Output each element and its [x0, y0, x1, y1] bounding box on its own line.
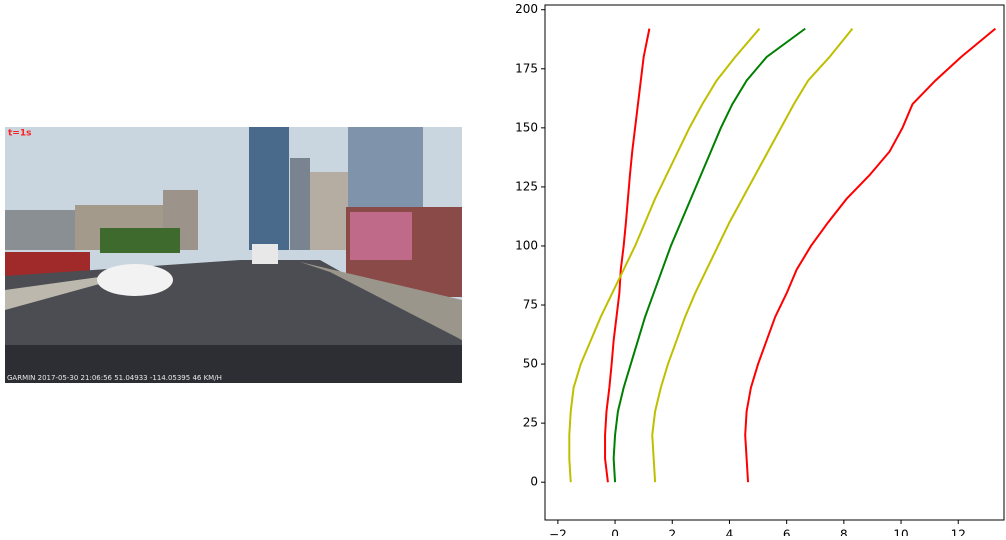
- car: [97, 264, 173, 296]
- x-tick-label: 4: [726, 528, 734, 537]
- series-line: [651, 27, 854, 483]
- plot-frame: [544, 4, 1005, 521]
- line-chart: −2 0 2 4 6 8 10 12 0 25 50 75 100 125 150 175 200: [515, 2, 1005, 540]
- y-tick-label: 25: [523, 416, 538, 430]
- x-tick-label: 8: [840, 528, 848, 537]
- y-tick-label: 150: [515, 120, 538, 134]
- dashboard: [5, 345, 462, 383]
- barrier: [300, 262, 462, 340]
- y-tick-label: 100: [515, 238, 538, 252]
- building: [5, 210, 75, 250]
- x-tick-label: 0: [611, 528, 619, 537]
- tower: [249, 127, 289, 250]
- y-tick-label: 125: [515, 179, 538, 193]
- building: [290, 158, 310, 250]
- series-line: [568, 27, 761, 483]
- dashcam-overlay: GARMIN 2017-05-30 21:06:56 51.04933 -114…: [7, 374, 222, 382]
- x-tick-label: 10: [893, 528, 908, 537]
- y-tick-label: 175: [515, 61, 538, 75]
- series-line: [604, 28, 651, 483]
- x-tick-label: −2: [549, 528, 567, 537]
- dashcam-image: t=1s GARMIN 2017-05-30 21:06:56 51.04933…: [5, 127, 462, 383]
- truck: [252, 244, 278, 264]
- y-tick-label: 200: [515, 2, 538, 16]
- x-tick-label: 2: [668, 528, 676, 537]
- x-tick-label: 12: [951, 528, 966, 537]
- y-tick-label: 75: [523, 298, 538, 312]
- frame-label: t=1s: [8, 129, 31, 139]
- billboard: [350, 212, 412, 260]
- y-tick-label: 0: [530, 475, 538, 489]
- trees: [100, 228, 180, 253]
- series-line: [744, 27, 997, 483]
- x-tick-label: 6: [783, 528, 791, 537]
- series-line: [612, 27, 806, 483]
- y-tick-label: 50: [523, 357, 538, 371]
- building: [310, 172, 348, 250]
